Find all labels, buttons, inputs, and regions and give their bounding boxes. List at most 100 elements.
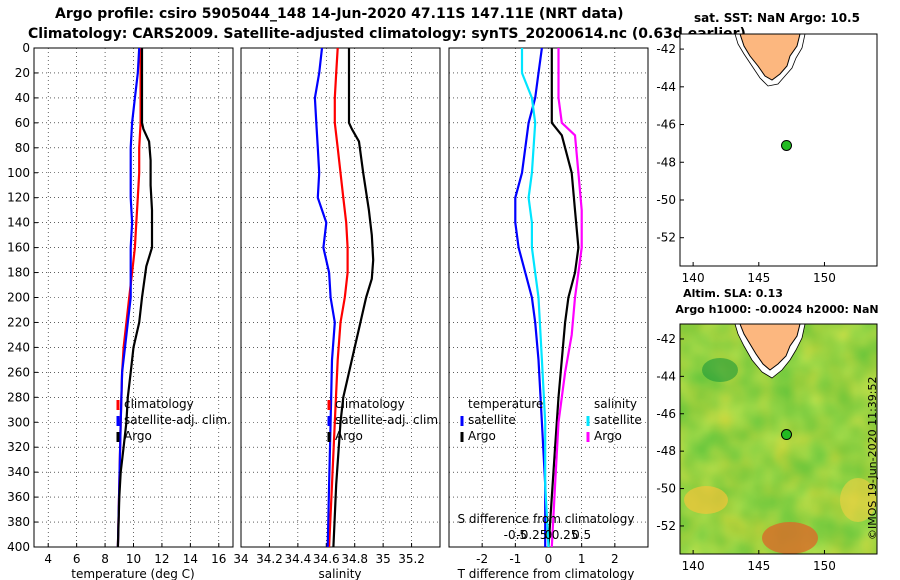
series-line-argo xyxy=(116,48,154,548)
legend-label-temp-satellite: satellite xyxy=(468,413,516,427)
map-y-tick-label: -50 xyxy=(656,482,676,496)
figure-title-line2: Climatology: CARS2009. Satellite-adjuste… xyxy=(28,26,746,42)
salinity-plot-frame xyxy=(240,47,441,548)
map-x-tick-label: 140 xyxy=(682,559,705,573)
x-tick-label: 0 xyxy=(545,552,553,566)
x-tick-label: 34 xyxy=(233,552,248,566)
legend-label-argo: Argo xyxy=(124,429,152,443)
legend-label-satellite: satellite-adj. clim. xyxy=(335,413,442,427)
map-y-tick-label: -48 xyxy=(656,155,676,169)
sst-map: sat. SST: NaN Argo: 10.5 -42 -44 -46 -48 -50… xyxy=(656,11,878,285)
y-tick-label: 340 xyxy=(7,465,30,479)
tasmania-land xyxy=(739,34,801,81)
y-tick-label: 60 xyxy=(15,116,30,130)
y-tick-label: 180 xyxy=(7,266,30,280)
figure-title-line1: Argo profile: csiro 5905044_148 14-Jun-2… xyxy=(55,6,624,22)
y-tick-label: 40 xyxy=(15,91,30,105)
series-line-argo xyxy=(332,48,375,548)
sla-map: Altim. SLA: 0.13 Argo h1000: -0.0024 h20… xyxy=(656,287,878,573)
map-y-tick-label: -42 xyxy=(656,332,676,346)
top-x-tick-label: -0.5 xyxy=(504,528,527,542)
y-tick-label: 320 xyxy=(7,440,30,454)
x-tick-label: 34.6 xyxy=(313,552,340,566)
legend-label-climatology: climatology xyxy=(335,397,405,411)
sla-warm-patch xyxy=(684,486,728,514)
sla-low-patch xyxy=(702,358,738,382)
map-x-tick-label: 140 xyxy=(682,271,705,285)
y-tick-label: 100 xyxy=(7,166,30,180)
y-tick-label: 260 xyxy=(7,365,30,379)
y-tick-label: 200 xyxy=(7,291,30,305)
map-y-tick-label: -44 xyxy=(656,80,676,94)
top-x-tick-label: 0 xyxy=(545,528,553,542)
legend-label-argo: Argo xyxy=(335,429,363,443)
y-tick-label: 120 xyxy=(7,191,30,205)
sla-warm-patch xyxy=(840,478,876,522)
sst-map-contour xyxy=(734,34,806,87)
temperature-legend: climatology satellite-adj. clim. Argo xyxy=(116,397,231,443)
sla-map-title-line2: Argo h1000: -0.0024 h2000: NaN xyxy=(675,303,878,316)
legend-label-sal-satellite: satellite xyxy=(594,413,642,427)
y-tick-label: 280 xyxy=(7,390,30,404)
salinity-legend: climatology satellite-adj. clim. Argo xyxy=(327,397,442,443)
x-tick-label: 34.2 xyxy=(256,552,283,566)
y-tick-label: 240 xyxy=(7,340,30,354)
map-x-tick-label: 145 xyxy=(747,271,770,285)
legend-label-temp-argo: Argo xyxy=(468,429,496,443)
map-x-tick-label: 145 xyxy=(747,559,770,573)
legend-title-temperature: temperature xyxy=(468,397,543,411)
series-line-salinity-satellite xyxy=(520,48,550,548)
map-x-tick-label: 150 xyxy=(813,271,836,285)
map-x-tick-label: 150 xyxy=(813,559,836,573)
series-line-satellite-adj-clim- xyxy=(313,47,336,548)
y-tick-label: 80 xyxy=(15,141,30,155)
x-tick-label: -2 xyxy=(476,552,488,566)
sla-high-anomaly xyxy=(762,522,818,554)
legend-title-salinity: salinity xyxy=(594,397,637,411)
top-x-tick-label: -0.25 xyxy=(516,528,547,542)
map-y-tick-label: -50 xyxy=(656,193,676,207)
x-tick-label: 2 xyxy=(611,552,619,566)
x-tick-label: 35 xyxy=(376,552,391,566)
map-y-tick-label: -46 xyxy=(656,407,676,421)
x-tick-label: 12 xyxy=(154,552,169,566)
imos-watermark: ©IMOS 19-Jun-2020 11:39:52 xyxy=(866,376,879,540)
x-tick-label: -1 xyxy=(509,552,521,566)
sla-map-frame xyxy=(679,323,878,555)
salinity-xlabel: salinity xyxy=(318,567,361,580)
temperature-xlabel: temperature (deg C) xyxy=(71,567,194,580)
difference-top-xlabel: S difference from climatology xyxy=(458,512,635,526)
x-tick-label: 6 xyxy=(73,552,81,566)
argo-location-marker xyxy=(781,429,793,441)
map-y-tick-label: -48 xyxy=(656,444,676,458)
map-y-tick-label: -52 xyxy=(656,519,676,533)
top-x-tick-label: 0.5 xyxy=(572,528,591,542)
top-x-tick-label: 0.25 xyxy=(552,528,579,542)
difference-panel: -2 -1 0 1 2 temperature satellite Argo salin… xyxy=(448,47,649,580)
temperature-panel: 4 6 8 10 12 14 16 0 20 40 60 80 100 120 140 160 180 200 2… xyxy=(7,41,234,580)
map-y-tick-label: -44 xyxy=(656,369,676,383)
y-tick-label: 360 xyxy=(7,490,30,504)
x-tick-label: 14 xyxy=(183,552,198,566)
series-line-temperature-argo xyxy=(547,48,580,548)
y-tick-label: 380 xyxy=(7,515,30,529)
x-tick-label: 34.8 xyxy=(341,552,368,566)
series-line-climatology xyxy=(328,47,349,548)
y-tick-label: 400 xyxy=(7,540,30,554)
x-tick-label: 34.4 xyxy=(284,552,311,566)
sla-map-title-line1: Altim. SLA: 0.13 xyxy=(683,287,783,300)
x-tick-label: 10 xyxy=(126,552,141,566)
x-tick-label: 16 xyxy=(211,552,226,566)
salinity-panel: 34 34.2 34.4 34.6 34.8 35 35.2 salinity climat… xyxy=(233,47,442,580)
y-tick-label: 20 xyxy=(15,66,30,80)
y-tick-label: 220 xyxy=(7,315,30,329)
y-tick-label: 160 xyxy=(7,241,30,255)
sst-map-title: sat. SST: NaN Argo: 10.5 xyxy=(694,11,860,25)
y-tick-label: 0 xyxy=(22,41,30,55)
difference-xlabel: T difference from climatology xyxy=(457,567,635,580)
argo-location-marker xyxy=(781,139,793,151)
tasmania-land xyxy=(739,324,801,371)
legend-label-satellite: satellite-adj. clim. xyxy=(124,413,231,427)
map-y-tick-label: -42 xyxy=(656,42,676,56)
